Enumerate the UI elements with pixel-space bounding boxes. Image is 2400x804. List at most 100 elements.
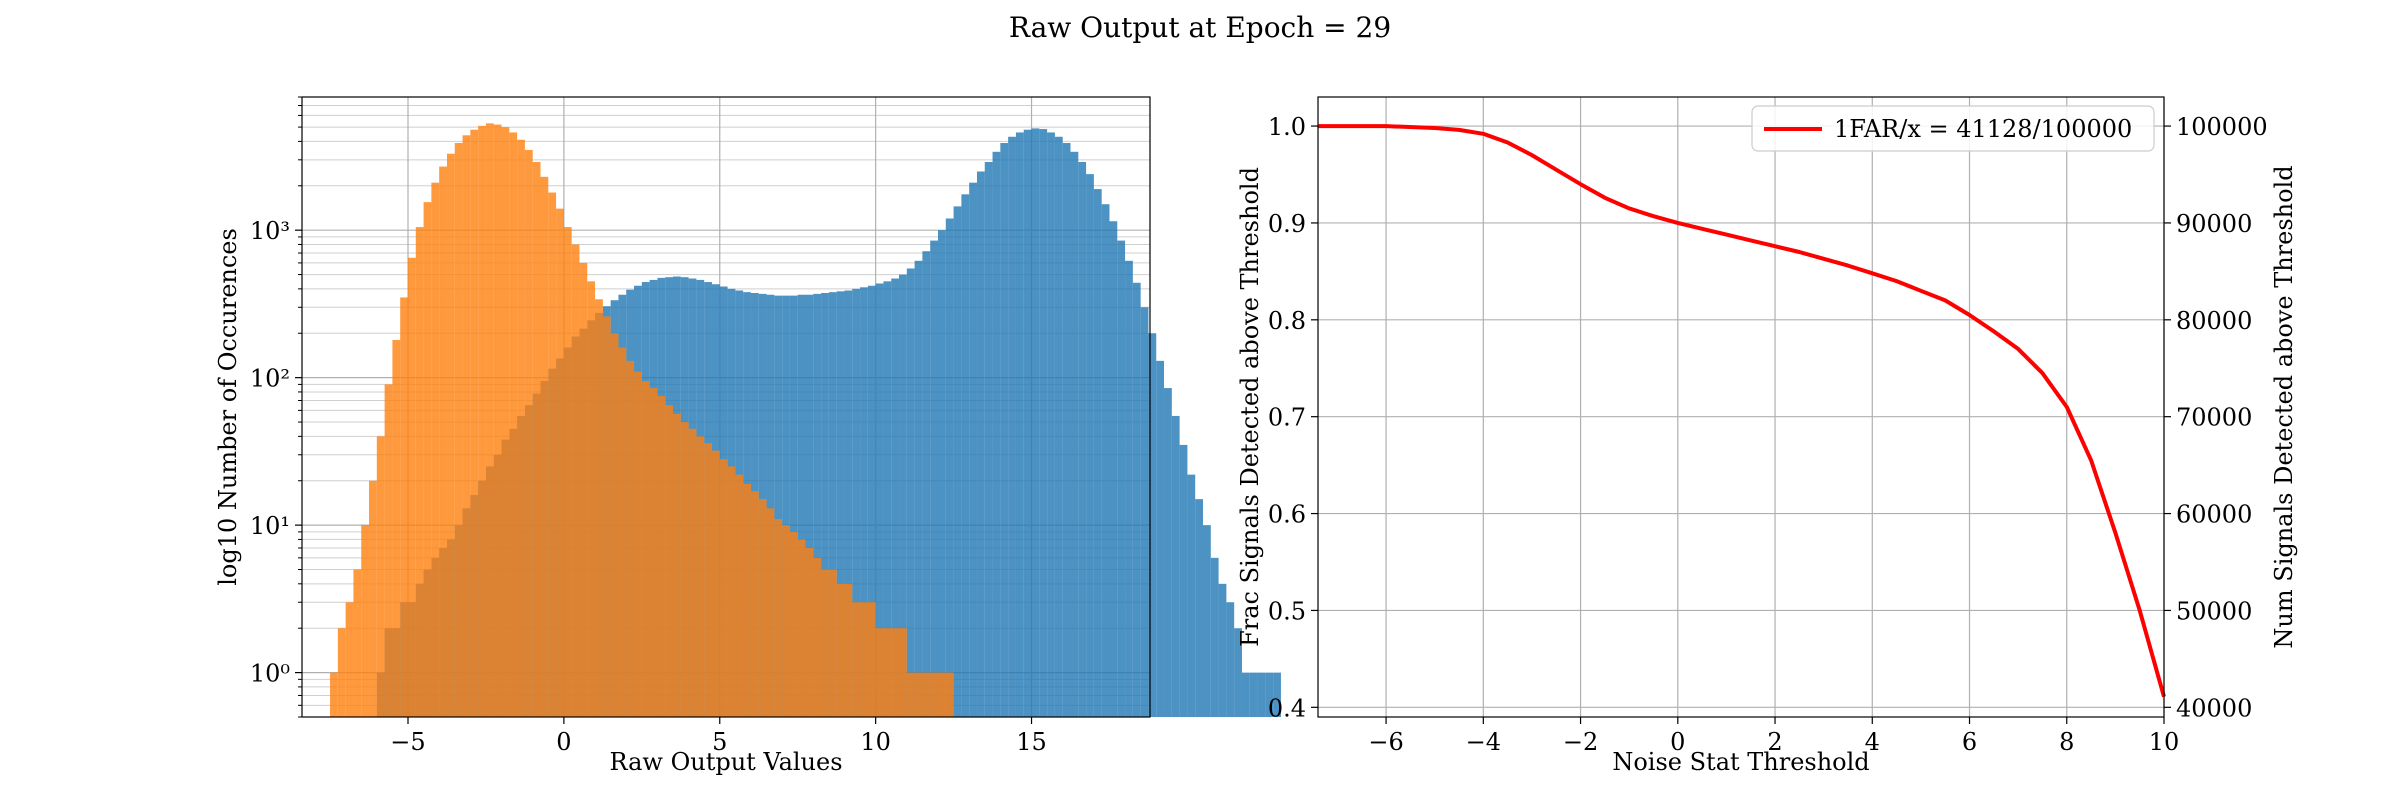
detection-curve-chart: −6 −4 −2 0 2 4 6 8 10 0.4 0.5 0.6 0.7 0.8 0.9 1.0 4000… <box>1236 96 2298 776</box>
y-right-tick-label: 60000 <box>2176 501 2252 529</box>
histogram-bar <box>883 281 892 717</box>
histogram-bar <box>860 287 868 717</box>
histogram-bar <box>984 161 993 717</box>
histogram-bars <box>330 123 1281 718</box>
legend-label: 1FAR/x = 41128/100000 <box>1834 115 2132 143</box>
y-tick-label: 10³ <box>250 217 290 245</box>
histogram-bar <box>1265 672 1274 717</box>
histogram-bar <box>860 602 868 717</box>
histogram-bar <box>470 129 479 717</box>
x-tick-label: 15 <box>1016 728 1047 756</box>
histogram-bar <box>938 672 946 717</box>
histogram-bar <box>1156 360 1165 717</box>
x-tick-label: 2 <box>1767 728 1782 756</box>
histogram-bar <box>930 240 938 717</box>
histogram-bar <box>852 602 861 717</box>
histogram-bar <box>634 371 642 717</box>
histogram-bar <box>345 602 354 717</box>
histogram-bar <box>353 569 362 717</box>
histogram-bar <box>1273 672 1281 717</box>
y-right-tick-label: 70000 <box>2176 404 2252 432</box>
histogram-bar <box>400 297 408 717</box>
histogram-bar <box>945 218 954 717</box>
histogram-bar <box>844 583 853 717</box>
histogram-bar <box>774 519 783 717</box>
y-tick-label: 10⁰ <box>250 660 290 688</box>
histogram-bar <box>805 294 814 717</box>
histogram-bar <box>906 268 915 717</box>
histogram-bar <box>1101 204 1110 717</box>
y-tick-label: 1.0 <box>1268 113 1306 141</box>
histogram-bar <box>602 316 611 717</box>
y-tick-label: 0.9 <box>1268 210 1306 238</box>
histogram-bar <box>891 278 900 717</box>
y-tick-label: 0.6 <box>1268 501 1306 529</box>
histogram-bar <box>969 182 977 717</box>
histogram-bar <box>1226 602 1235 717</box>
histogram-bar <box>976 171 985 717</box>
histogram-bar <box>1039 129 1048 718</box>
y-right-tick-label: 80000 <box>2176 307 2252 335</box>
histogram-bar <box>945 672 954 717</box>
y-tick-label: 10² <box>250 365 290 393</box>
histogram-bar <box>1054 136 1063 717</box>
histogram-bar <box>524 149 533 717</box>
histogram-bar <box>571 244 580 718</box>
histogram-bar <box>462 135 471 717</box>
histogram-bar <box>1148 333 1157 717</box>
histogram-bar <box>1093 189 1102 718</box>
histogram-bar <box>789 295 798 717</box>
histogram-bar <box>914 672 923 717</box>
histogram-bar <box>361 525 370 717</box>
histogram-bar <box>1179 444 1188 717</box>
histogram-bar <box>673 413 681 717</box>
histogram-y-label: log10 Number of Occurences <box>214 228 242 586</box>
histogram-bar <box>828 569 837 717</box>
histogram-bar <box>1140 307 1149 717</box>
histogram-bar <box>875 283 884 717</box>
histogram-bar <box>930 672 938 717</box>
histogram-bar <box>844 290 853 717</box>
histogram-bar <box>1000 143 1009 717</box>
histogram-bar <box>797 539 806 717</box>
histogram-bar <box>735 474 744 717</box>
histogram-bar <box>719 459 728 717</box>
histogram-bar <box>805 547 814 717</box>
histogram-bar <box>563 227 572 718</box>
curve-x-label: Noise Stat Threshold <box>1612 748 1869 776</box>
histogram-bar <box>1047 132 1055 717</box>
histogram-bar <box>696 436 705 717</box>
histogram-bar <box>556 208 564 717</box>
histogram-bar <box>821 293 829 717</box>
x-tick-label: 10 <box>2149 728 2180 756</box>
histogram-bar <box>789 531 798 717</box>
y-tick-label: 0.5 <box>1268 597 1306 625</box>
x-tick-label: 8 <box>2059 728 2074 756</box>
curve-frame <box>1317 96 2165 718</box>
histogram-bar <box>1015 132 1024 717</box>
histogram-bar <box>766 508 775 717</box>
histogram-x-label: Raw Output Values <box>609 748 842 776</box>
histogram-bar <box>1203 525 1211 717</box>
y-tick-label: 0.8 <box>1268 307 1306 335</box>
histogram-bar <box>376 436 385 717</box>
histogram-bar <box>493 124 502 718</box>
histogram-bar <box>1070 151 1079 718</box>
histogram-bar <box>1164 388 1172 717</box>
histogram-bar <box>758 499 767 717</box>
curve-legend: 1FAR/x = 41128/100000 <box>1751 105 2155 152</box>
histogram-bar <box>478 125 486 717</box>
x-tick-label: 0 <box>556 728 571 756</box>
x-tick-label: 4 <box>1865 728 1880 756</box>
histogram-bar <box>1062 143 1071 717</box>
histogram-bar <box>415 227 424 718</box>
histogram-bar <box>532 161 541 717</box>
x-tick-label: −6 <box>1368 728 1403 756</box>
histogram-bar <box>439 166 447 718</box>
histogram-bar <box>711 450 720 717</box>
histogram-bar <box>626 360 635 717</box>
histogram-bar <box>1218 583 1227 717</box>
histogram-bar <box>392 340 401 717</box>
histogram-bar <box>961 194 970 717</box>
